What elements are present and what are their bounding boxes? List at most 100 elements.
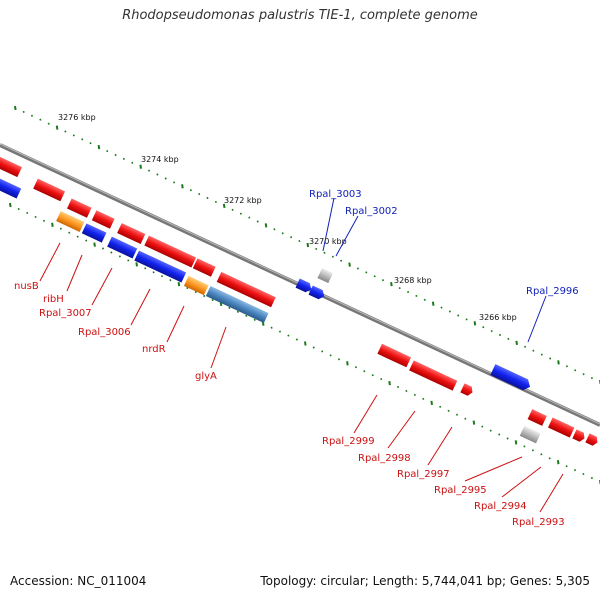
gene-label-Rpal_3007[interactable]: Rpal_3007	[39, 308, 92, 319]
gene-block[interactable]	[377, 343, 412, 368]
minor-tick	[273, 228, 276, 231]
minor-tick	[144, 267, 147, 270]
minor-tick	[59, 227, 62, 230]
minor-tick	[127, 259, 130, 262]
gene-label-Rpal_3003[interactable]: Rpal_3003	[309, 189, 362, 200]
gene-block[interactable]	[527, 409, 547, 426]
minor-tick	[356, 267, 359, 270]
gene-label-Rpal_2993[interactable]: Rpal_2993	[512, 517, 565, 528]
gene-blocks	[0, 156, 599, 447]
gene-label-nrdR[interactable]: nrdR	[142, 344, 166, 355]
minor-tick	[248, 216, 251, 219]
gene-block[interactable]	[192, 258, 216, 277]
minor-tick	[22, 110, 25, 113]
gene-block[interactable]	[134, 250, 187, 283]
minor-tick	[101, 247, 105, 250]
minor-tick	[590, 476, 593, 480]
tick-dots-lower	[9, 202, 600, 485]
minor-tick	[47, 122, 50, 125]
gene-label-Rpal_3002[interactable]: Rpal_3002	[345, 206, 398, 217]
major-tick	[557, 360, 560, 365]
major-tick	[181, 184, 184, 189]
minor-tick	[523, 445, 526, 448]
rna-block[interactable]	[183, 275, 209, 296]
gene-label-glyA[interactable]: glyA	[195, 371, 217, 382]
minor-tick	[574, 369, 577, 372]
minor-tick	[498, 333, 502, 337]
gene-arrow[interactable]	[585, 433, 599, 447]
tick-label-3272: 3272 kbp	[224, 196, 262, 205]
minor-tick	[371, 374, 374, 377]
gene-arrow[interactable]	[572, 429, 586, 443]
minor-tick	[465, 318, 468, 321]
major-tick	[348, 262, 351, 267]
gene-block[interactable]	[117, 223, 146, 245]
pseudo-block[interactable]	[519, 425, 541, 444]
gene-label-Rpal_2997[interactable]: Rpal_2997	[397, 469, 450, 480]
minor-tick	[278, 330, 282, 333]
gene-block[interactable]	[0, 156, 22, 178]
minor-tick	[118, 255, 121, 258]
gene-block[interactable]	[0, 175, 22, 199]
minor-tick	[548, 457, 551, 460]
gene-block[interactable]	[144, 235, 197, 268]
minor-tick	[573, 469, 577, 472]
major-tick	[93, 242, 96, 247]
minor-tick	[287, 334, 290, 337]
gene-label-Rpal_2999[interactable]: Rpal_2999	[322, 436, 375, 447]
minor-tick	[189, 189, 192, 192]
minor-tick	[380, 378, 383, 381]
gene-block[interactable]	[205, 286, 269, 324]
major-tick	[14, 105, 17, 111]
minor-tick	[464, 417, 467, 420]
minor-tick	[457, 314, 460, 317]
gene-block[interactable]	[548, 417, 575, 438]
major-tick	[346, 361, 349, 366]
minor-tick	[68, 231, 71, 234]
minor-tick	[114, 153, 117, 157]
gene-block[interactable]	[81, 223, 107, 243]
gene-label-Rpal_2998[interactable]: Rpal_2998	[358, 453, 411, 464]
minor-tick	[253, 318, 256, 321]
pseudo-block[interactable]	[317, 268, 333, 284]
minor-tick	[448, 310, 451, 313]
gene-block[interactable]	[409, 360, 458, 391]
tick-label-3270: 3270 kbp	[309, 237, 347, 246]
gene-block[interactable]	[67, 198, 92, 218]
minor-tick	[565, 465, 568, 468]
gene-block[interactable]	[107, 236, 138, 259]
gene-arrow[interactable]	[295, 278, 314, 294]
minor-tick	[81, 138, 84, 141]
gene-block[interactable]	[216, 271, 276, 308]
minor-tick	[186, 287, 189, 290]
gene-label-ribH[interactable]: ribH	[43, 294, 64, 305]
minor-tick	[498, 433, 501, 436]
minor-tick	[407, 290, 410, 294]
gene-label-Rpal_2995[interactable]: Rpal_2995	[434, 485, 487, 496]
gene-block[interactable]	[91, 210, 115, 229]
gene-block[interactable]	[33, 178, 66, 202]
gene-label-nusB[interactable]: nusB	[14, 281, 39, 292]
major-tick	[55, 125, 59, 130]
minor-tick	[315, 247, 318, 250]
rna-block[interactable]	[56, 211, 85, 233]
tick-label-3276: 3276 kbp	[58, 113, 96, 122]
minor-tick	[582, 373, 585, 376]
minor-tick	[590, 377, 593, 380]
gene-arrow[interactable]	[308, 285, 327, 301]
gene-arrow[interactable]	[460, 383, 474, 397]
gene-arrow[interactable]	[490, 364, 532, 392]
major-tick	[304, 341, 307, 346]
minor-tick	[329, 354, 332, 357]
gene-label-Rpal_2994[interactable]: Rpal_2994	[474, 501, 527, 512]
minor-tick	[256, 220, 259, 223]
genome-summary-text: Topology: circular; Length: 5,744,041 bp…	[260, 574, 590, 588]
gene-label-Rpal_2996[interactable]: Rpal_2996	[526, 286, 579, 297]
minor-tick	[396, 385, 400, 389]
leader-lines	[39, 197, 564, 513]
minor-tick	[447, 409, 450, 412]
minor-tick	[203, 294, 206, 298]
gene-label-Rpal_3006[interactable]: Rpal_3006	[78, 327, 131, 338]
minor-tick	[72, 134, 75, 137]
minor-tick	[147, 169, 151, 172]
